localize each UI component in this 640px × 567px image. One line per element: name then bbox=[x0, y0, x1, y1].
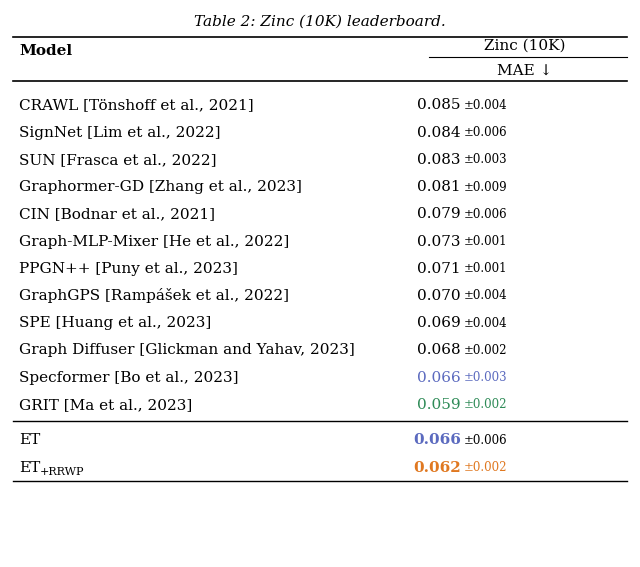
Text: ±0.001: ±0.001 bbox=[464, 263, 508, 275]
Text: ET: ET bbox=[19, 460, 40, 475]
Text: ±0.004: ±0.004 bbox=[464, 290, 508, 302]
Text: ±0.001: ±0.001 bbox=[464, 235, 508, 248]
Text: ±0.004: ±0.004 bbox=[464, 317, 508, 329]
Text: ±0.004: ±0.004 bbox=[464, 99, 508, 112]
Text: SignNet [Lim et al., 2022]: SignNet [Lim et al., 2022] bbox=[19, 126, 221, 139]
Text: Table 2: Zinc (10K) leaderboard.: Table 2: Zinc (10K) leaderboard. bbox=[194, 14, 446, 28]
Text: SPE [Huang et al., 2023]: SPE [Huang et al., 2023] bbox=[19, 316, 211, 330]
Text: 0.073: 0.073 bbox=[417, 235, 461, 248]
Text: ±0.006: ±0.006 bbox=[464, 434, 508, 447]
Text: 0.081: 0.081 bbox=[417, 180, 461, 194]
Text: 0.066: 0.066 bbox=[413, 433, 461, 447]
Text: 0.062: 0.062 bbox=[413, 460, 461, 475]
Text: MAE ↓: MAE ↓ bbox=[497, 64, 552, 78]
Text: 0.079: 0.079 bbox=[417, 208, 461, 221]
Text: ±0.009: ±0.009 bbox=[464, 181, 508, 193]
Text: PPGN++ [Puny et al., 2023]: PPGN++ [Puny et al., 2023] bbox=[19, 262, 238, 276]
Text: Zinc (10K): Zinc (10K) bbox=[484, 39, 566, 52]
Text: Specformer [Bo et al., 2023]: Specformer [Bo et al., 2023] bbox=[19, 371, 239, 384]
Text: Graph-MLP-Mixer [He et al., 2022]: Graph-MLP-Mixer [He et al., 2022] bbox=[19, 235, 289, 248]
Text: ±0.002: ±0.002 bbox=[464, 344, 508, 357]
Text: 0.071: 0.071 bbox=[417, 262, 461, 276]
Text: GRIT [Ma et al., 2023]: GRIT [Ma et al., 2023] bbox=[19, 398, 193, 412]
Text: CIN [Bodnar et al., 2021]: CIN [Bodnar et al., 2021] bbox=[19, 208, 215, 221]
Text: GraphGPS [Rampášek et al., 2022]: GraphGPS [Rampášek et al., 2022] bbox=[19, 289, 289, 303]
Text: CRAWL [Tönshoff et al., 2021]: CRAWL [Tönshoff et al., 2021] bbox=[19, 99, 254, 112]
Text: SUN [Frasca et al., 2022]: SUN [Frasca et al., 2022] bbox=[19, 153, 217, 167]
Text: ±0.006: ±0.006 bbox=[464, 126, 508, 139]
Text: Model: Model bbox=[19, 44, 72, 58]
Text: Graphormer-GD [Zhang et al., 2023]: Graphormer-GD [Zhang et al., 2023] bbox=[19, 180, 302, 194]
Text: 0.083: 0.083 bbox=[417, 153, 461, 167]
Text: ±0.003: ±0.003 bbox=[464, 154, 508, 166]
Text: ±0.002: ±0.002 bbox=[464, 399, 508, 411]
Text: 0.070: 0.070 bbox=[417, 289, 461, 303]
Text: Graph Diffuser [Glickman and Yahav, 2023]: Graph Diffuser [Glickman and Yahav, 2023… bbox=[19, 344, 355, 357]
Text: ±0.006: ±0.006 bbox=[464, 208, 508, 221]
Text: ±0.002: ±0.002 bbox=[464, 461, 508, 474]
Text: 0.085: 0.085 bbox=[417, 99, 461, 112]
Text: 0.066: 0.066 bbox=[417, 371, 461, 384]
Text: 0.084: 0.084 bbox=[417, 126, 461, 139]
Text: 0.069: 0.069 bbox=[417, 316, 461, 330]
Text: ±0.003: ±0.003 bbox=[464, 371, 508, 384]
Text: ET: ET bbox=[19, 433, 40, 447]
Text: +RRWP: +RRWP bbox=[40, 467, 84, 477]
Text: 0.068: 0.068 bbox=[417, 344, 461, 357]
Text: 0.059: 0.059 bbox=[417, 398, 461, 412]
